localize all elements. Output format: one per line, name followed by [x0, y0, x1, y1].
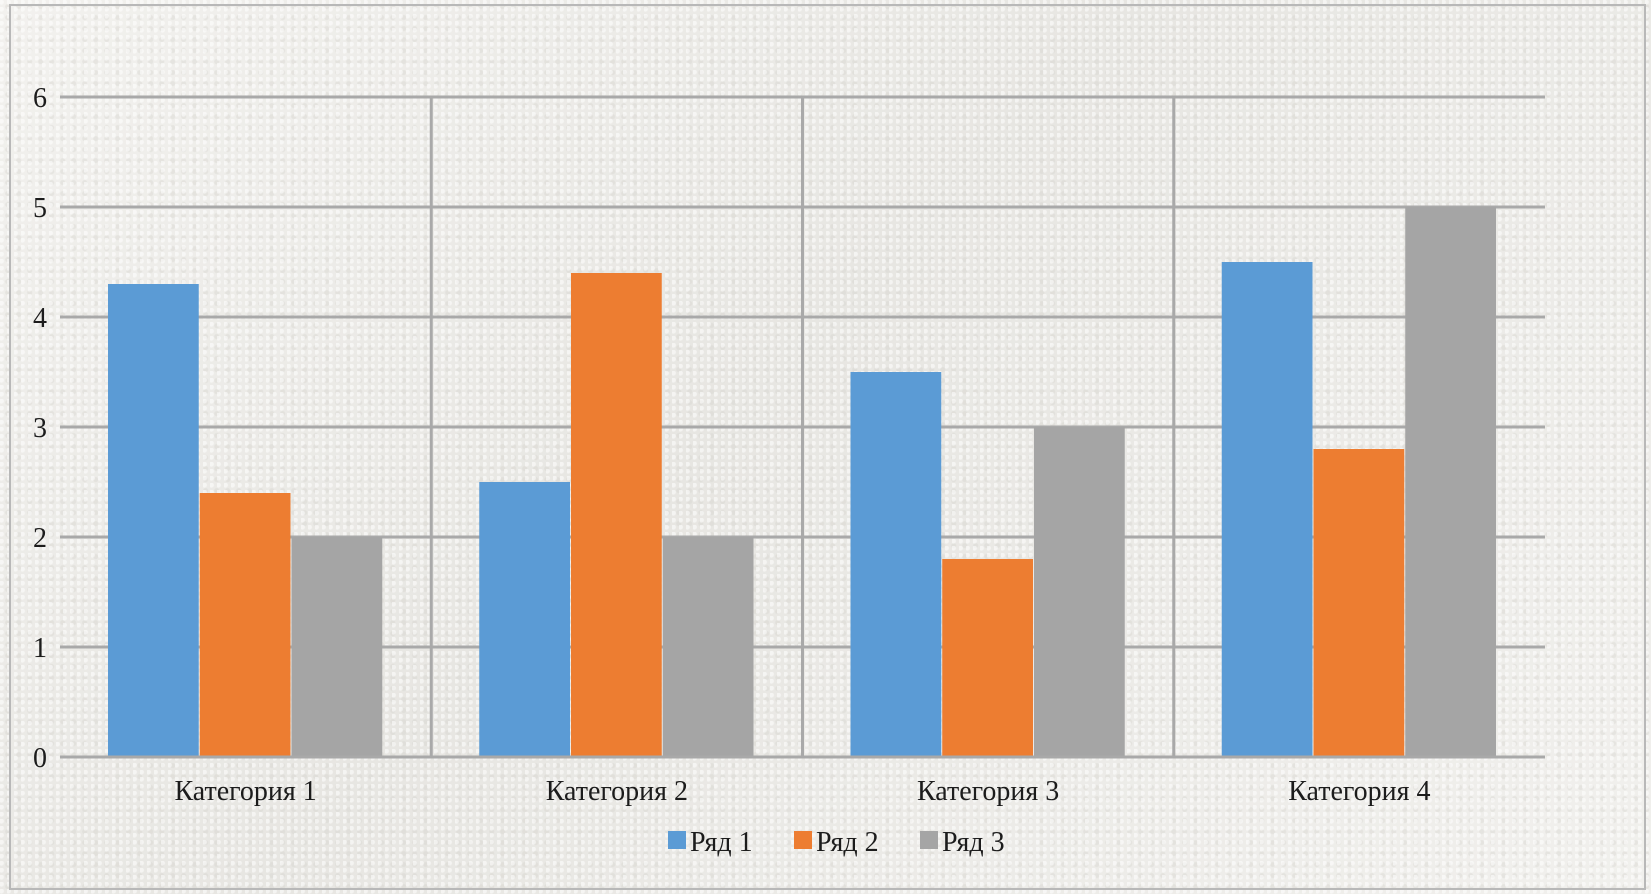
bar-3-2	[942, 559, 1033, 757]
y-tick-label: 6	[33, 83, 47, 114]
y-tick-label: 5	[33, 193, 47, 224]
bar-2-1	[479, 482, 570, 757]
legend: Ряд 1 Ряд 2 Ряд 3	[668, 827, 1005, 858]
bar-1-3	[291, 537, 383, 757]
bar-1-2	[199, 493, 291, 757]
bar-4-2	[1313, 449, 1405, 757]
y-tick-label: 3	[33, 413, 47, 444]
chart-border	[9, 4, 1646, 890]
legend-swatch-1	[668, 831, 686, 849]
y-tick-label: 4	[33, 303, 47, 334]
bar-1-1	[108, 284, 199, 757]
bar-3-1	[850, 372, 942, 757]
y-tick-label: 1	[33, 633, 47, 664]
legend-swatch-3	[920, 831, 938, 849]
x-category-label: Категория 4	[1288, 776, 1430, 807]
bars	[60, 207, 1545, 759]
x-category-label: Категория 3	[917, 776, 1059, 807]
legend-label: Ряд 2	[816, 827, 879, 858]
x-axis-categories: Категория 1 Категория 2 Категория 3 Категор…	[174, 776, 1430, 807]
bar-4-3	[1405, 207, 1496, 757]
legend-label: Ряд 3	[942, 827, 1005, 858]
x-category-label: Категория 1	[174, 776, 316, 807]
bar-2-2	[571, 273, 662, 757]
x-category-label: Категория 2	[546, 776, 688, 807]
y-tick-label: 0	[33, 743, 47, 774]
y-axis-ticks: 0 1 2 3 4 5 6	[33, 83, 47, 774]
legend-swatch-2	[794, 831, 812, 849]
y-tick-label: 2	[33, 523, 47, 554]
bar-3-3	[1034, 427, 1125, 757]
bar-2-3	[662, 537, 754, 757]
legend-label: Ряд 1	[690, 827, 753, 858]
bar-4-1	[1221, 262, 1313, 757]
